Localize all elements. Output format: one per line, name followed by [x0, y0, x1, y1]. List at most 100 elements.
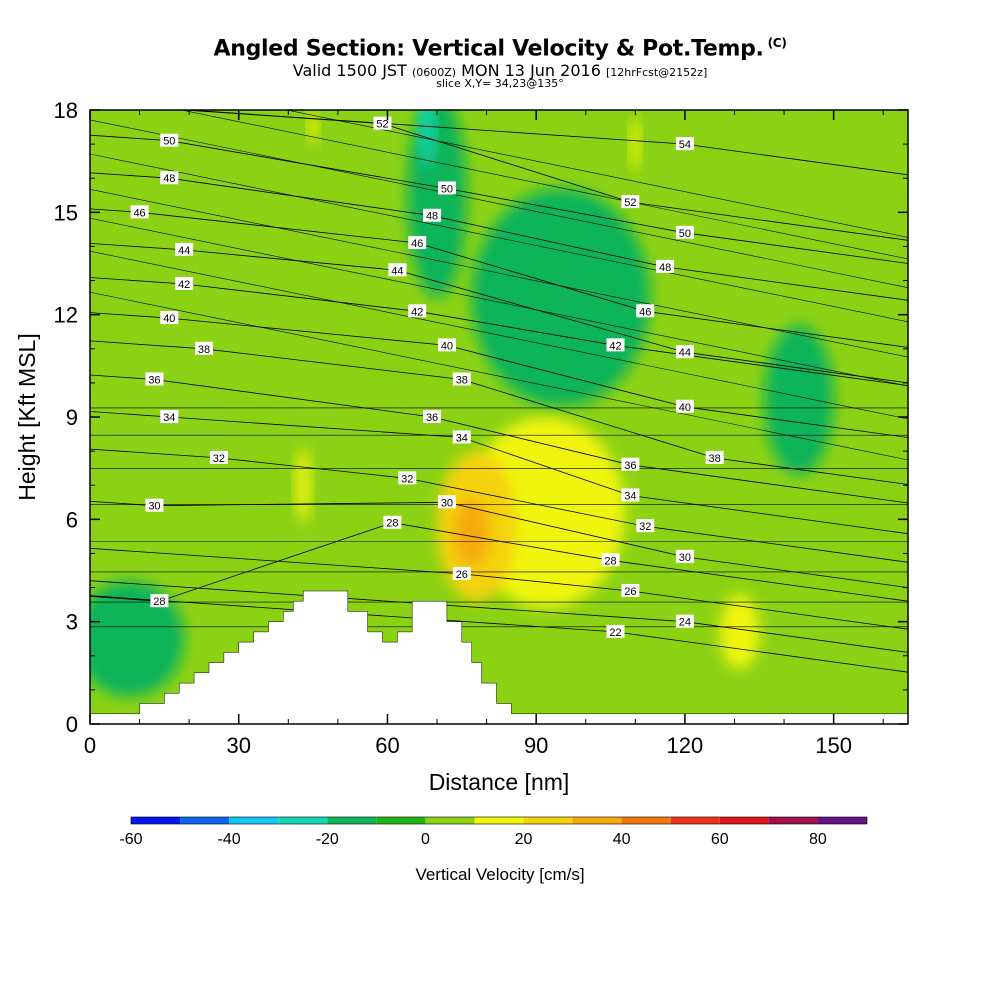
contour-label: 48: [656, 259, 675, 274]
contour-label: 34: [621, 488, 640, 502]
contour-label: 30: [437, 495, 456, 509]
velocity-cell: [471, 188, 651, 407]
velocity-cell: [630, 116, 641, 172]
y-tick-label: 12: [54, 303, 78, 328]
colorbar-swatch: [278, 817, 328, 824]
svg-text:40: 40: [441, 340, 453, 352]
colorbar-tick-label: 20: [515, 831, 533, 848]
contour-label: 30: [145, 498, 164, 513]
valid-time: Valid 1500 JST: [292, 61, 407, 80]
contour-label: 32: [636, 519, 655, 533]
contour-label: 38: [195, 341, 214, 356]
contour-label: 28: [601, 553, 620, 567]
theta-contour: [90, 189, 908, 358]
svg-text:46: 46: [411, 238, 423, 250]
velocity-shading: [90, 110, 908, 718]
contour-label: 50: [675, 225, 694, 240]
contour-label: 26: [621, 583, 640, 598]
svg-text:34: 34: [456, 432, 468, 444]
y-tick-label: 0: [66, 712, 78, 737]
theta-contour: [285, 110, 908, 238]
velocity-cell: [709, 594, 908, 718]
velocity-cell: [744, 110, 824, 186]
contour-label: 28: [150, 594, 169, 608]
svg-text:28: 28: [386, 518, 398, 530]
svg-text:50: 50: [441, 183, 453, 195]
colorbar-swatch: [327, 817, 377, 824]
svg-text:52: 52: [376, 119, 388, 131]
contour-label: 42: [408, 304, 427, 318]
y-tick-label: 15: [54, 200, 78, 225]
contour-label: 34: [452, 430, 471, 444]
velocity-cell: [90, 580, 185, 697]
svg-text:26: 26: [624, 586, 636, 598]
colorbar-swatch: [376, 817, 426, 824]
svg-text:46: 46: [133, 207, 145, 219]
theta-contour: [90, 250, 908, 420]
svg-text:40: 40: [163, 313, 175, 325]
svg-text:32: 32: [639, 521, 651, 533]
y-tick-label: 3: [66, 610, 78, 635]
contour-label: 24: [675, 614, 694, 629]
x-tick-label: 30: [226, 733, 250, 758]
svg-text:48: 48: [426, 211, 438, 223]
x-tick-label: 60: [375, 733, 399, 758]
velocity-cell: [764, 324, 834, 475]
theta-contour: [90, 153, 908, 323]
svg-text:44: 44: [178, 245, 190, 257]
svg-text:30: 30: [148, 501, 160, 513]
contour-label: 28: [383, 515, 402, 530]
colorbar-swatch: [719, 817, 769, 824]
colorbar-swatch: [474, 817, 524, 824]
svg-text:42: 42: [609, 340, 621, 352]
contour-label: 50: [437, 181, 456, 195]
svg-text:28: 28: [604, 555, 616, 567]
contour-label: 38: [705, 450, 724, 465]
colorbar-swatch: [670, 817, 720, 824]
theta-contour: [90, 217, 908, 387]
colorbar-tick-label: 60: [711, 831, 729, 848]
svg-text:38: 38: [456, 374, 468, 386]
colorbar-tick-label: 0: [421, 831, 430, 848]
y-tick-label: 9: [66, 405, 78, 430]
x-tick-label: 120: [667, 733, 704, 758]
forecast-info: [12hrFcst@2152z]: [605, 66, 708, 79]
theta-contour: [180, 110, 908, 260]
contour-label: 44: [175, 242, 194, 257]
svg-text:50: 50: [163, 136, 175, 148]
colorbar-tick-label: 80: [809, 831, 827, 848]
colorbar-title: Vertical Velocity [cm/s]: [415, 865, 584, 884]
colorbar-tick-label: -60: [119, 831, 142, 848]
contour-label: 32: [398, 471, 417, 485]
contour-label: 40: [437, 338, 456, 352]
svg-text:54: 54: [679, 139, 691, 151]
contour-label: 46: [408, 236, 427, 250]
contour-label: 30: [675, 549, 694, 564]
valid-time-utc: (0600Z): [411, 66, 457, 79]
contour-label: 36: [621, 457, 640, 472]
chart-subtitle: Valid 1500 JST (0600Z) MON 13 Jun 2016 […: [0, 61, 1000, 80]
svg-text:40: 40: [679, 402, 691, 414]
svg-text:44: 44: [391, 265, 403, 277]
x-tick-label: 150: [815, 733, 852, 758]
svg-text:36: 36: [426, 412, 438, 424]
y-tick-label: 6: [66, 507, 78, 532]
colorbar-swatch: [180, 817, 230, 824]
chart-title-text: Angled Section: Vertical Velocity & Pot.…: [213, 36, 764, 62]
chart-title: Angled Section: Vertical Velocity & Pot.…: [0, 36, 1000, 61]
colorbar-swatch: [572, 817, 622, 824]
contour-label: 50: [160, 133, 179, 148]
terrain: [90, 590, 908, 724]
theta-contour: [90, 547, 908, 630]
svg-text:36: 36: [624, 460, 636, 472]
contour-label: 34: [160, 410, 179, 424]
svg-text:32: 32: [401, 473, 413, 485]
contour-label: 46: [636, 304, 655, 318]
velocity-cell: [295, 447, 311, 523]
chart-title-mark: (C): [767, 36, 787, 50]
contour-label: 52: [373, 116, 392, 131]
contour-label: 48: [160, 171, 179, 185]
svg-text:38: 38: [198, 344, 210, 356]
theta-contour: [90, 291, 908, 461]
